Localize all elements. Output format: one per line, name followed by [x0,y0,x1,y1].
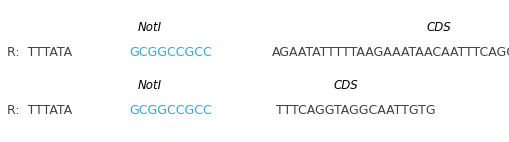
Text: CDS: CDS [426,21,450,34]
Text: GCGGCCGCC: GCGGCCGCC [129,46,212,59]
Text: TTTCAGGTAGGCAATTGTG: TTTCAGGTAGGCAATTGTG [272,104,435,117]
Text: CDS: CDS [333,79,357,92]
Text: F:  GC: F: GC [7,0,44,1]
Text: NotI: NotI [137,21,161,34]
Text: AGAATATTTTTAAGAAATAACAATTTCAGG: AGAATATTTTTAAGAAATAACAATTTCAGG [272,46,509,59]
Text: ATGGCTTCCAGTAATGTCG: ATGGCTTCCAGTAATGTCG [148,0,306,1]
Text: R:  TTTATA: R: TTTATA [7,46,72,59]
Text: GCGGCCGCC: GCGGCCGCC [129,104,212,117]
Text: R:  TTTATA: R: TTTATA [7,104,72,117]
Text: TCTAGA: TCTAGA [78,0,127,1]
Text: NotI: NotI [137,79,161,92]
